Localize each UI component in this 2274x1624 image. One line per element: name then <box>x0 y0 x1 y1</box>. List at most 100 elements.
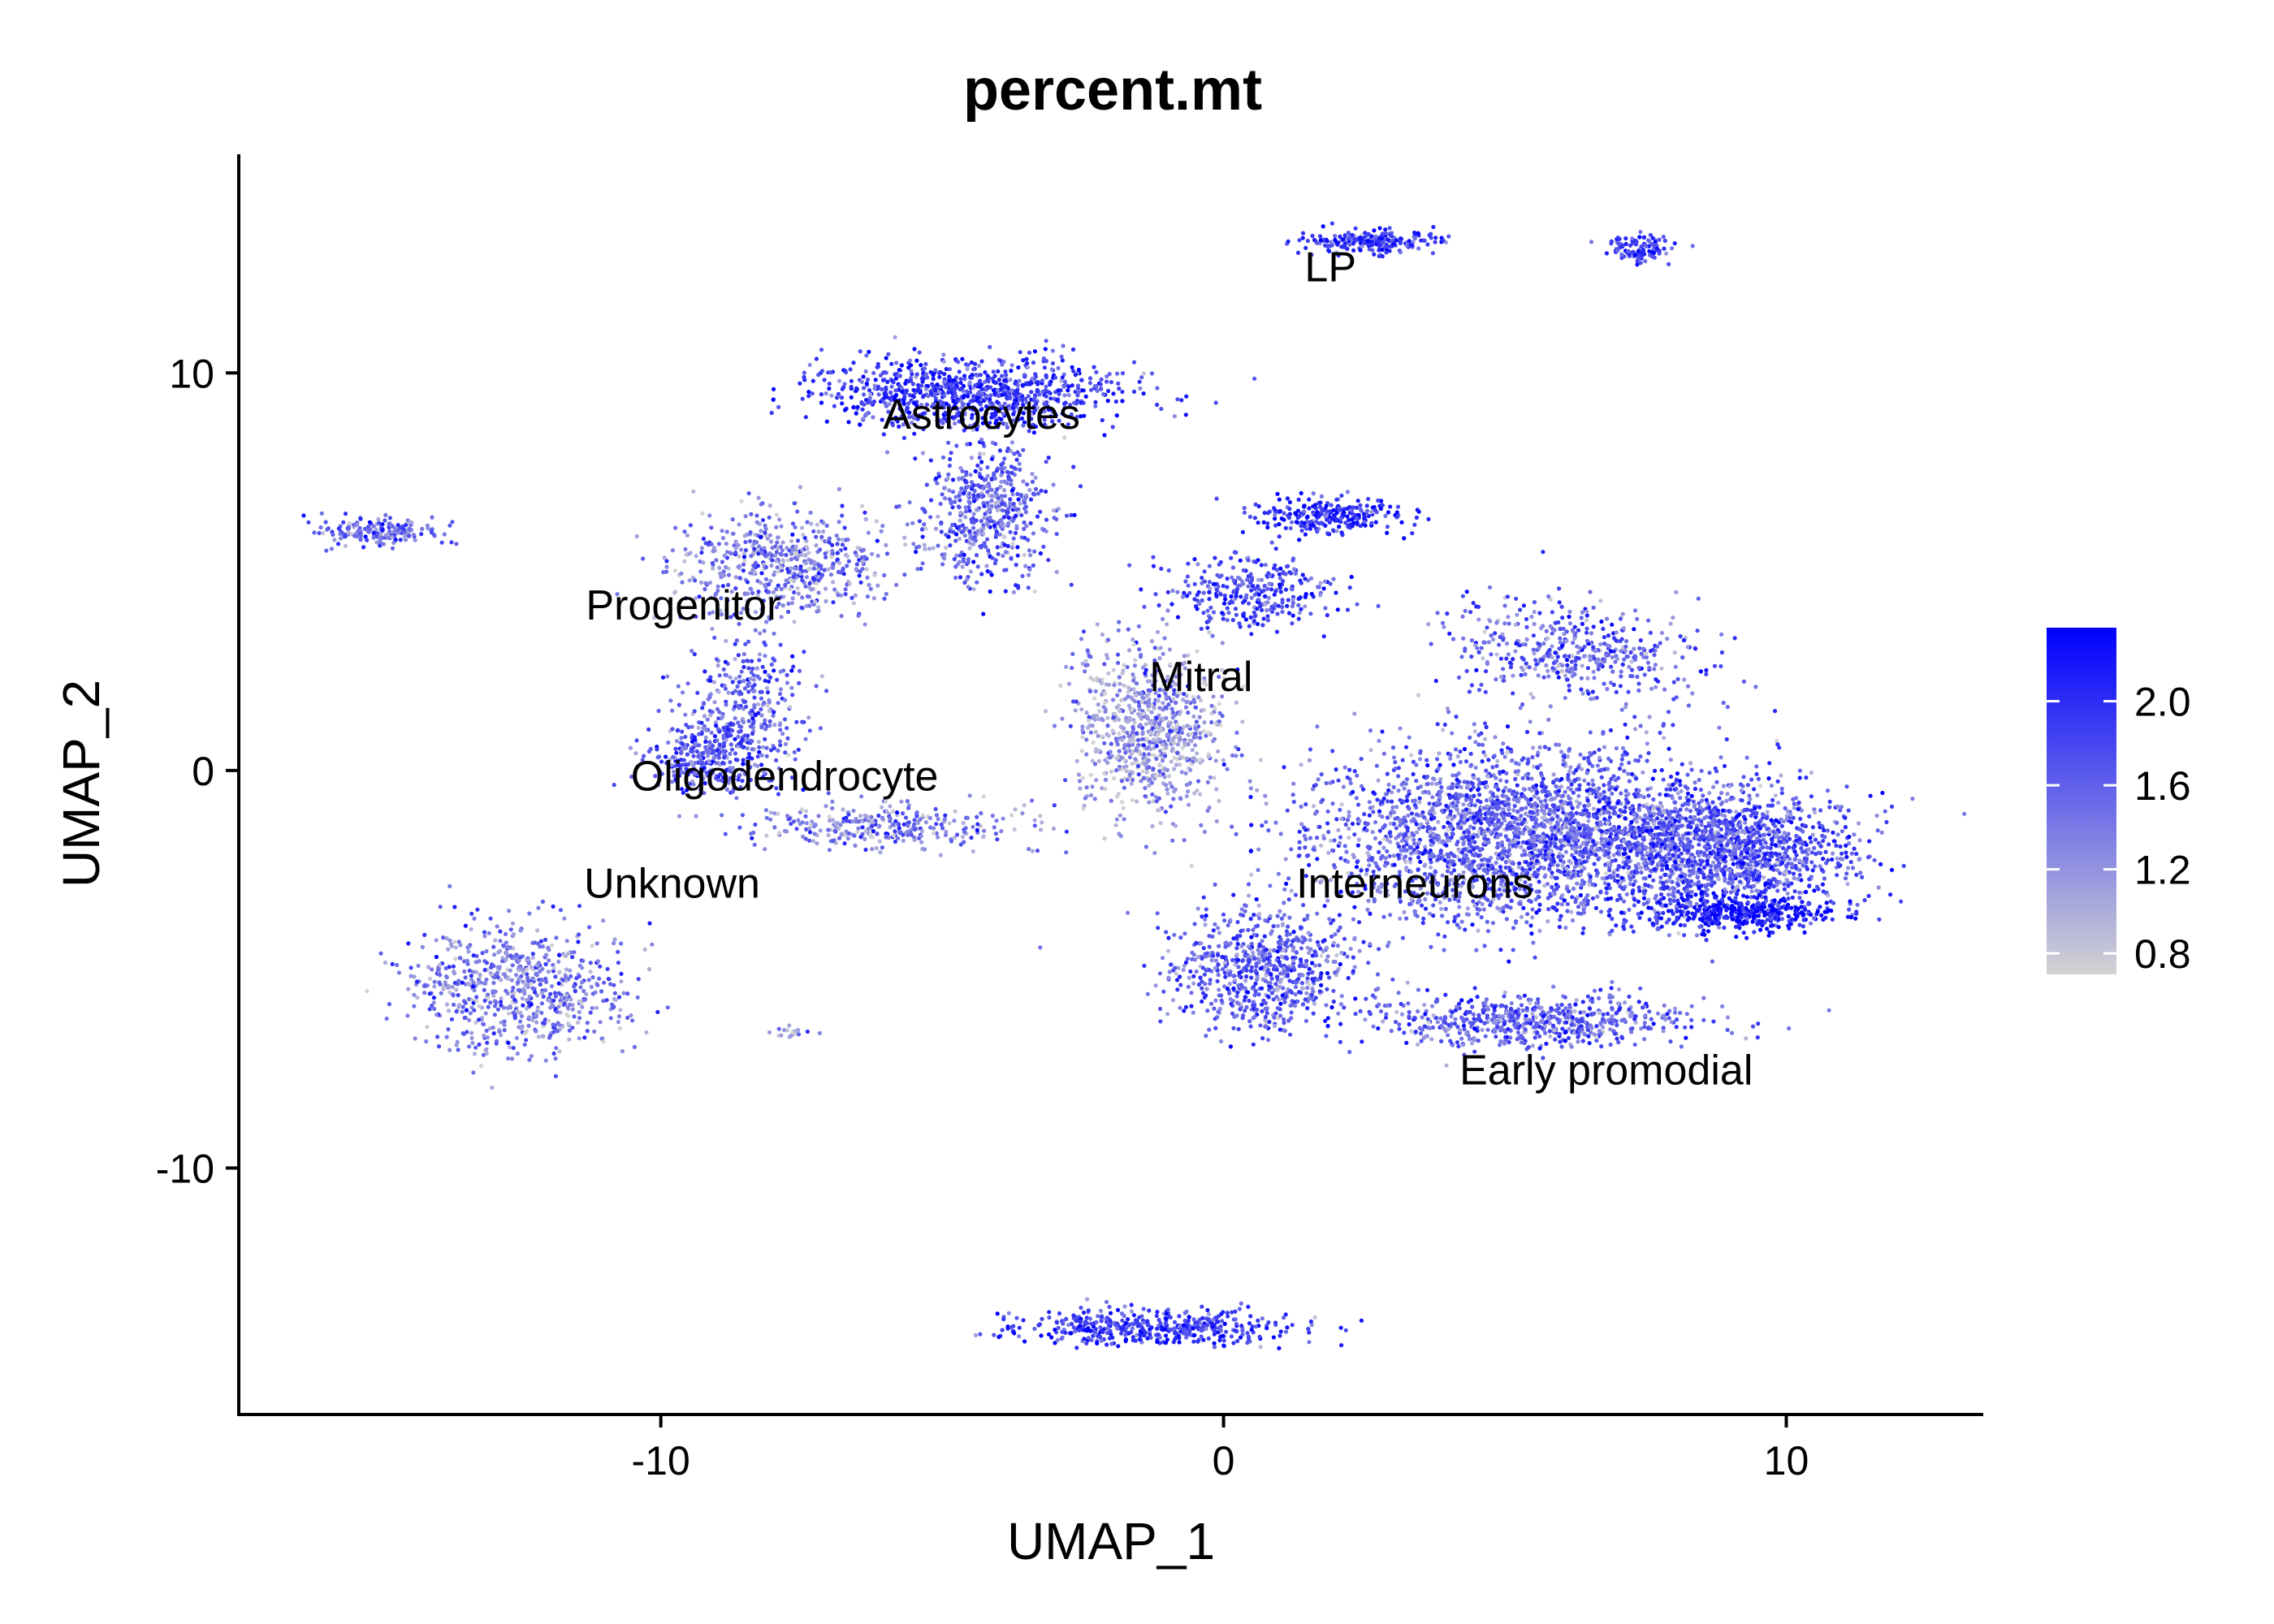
scatter-point <box>491 964 496 969</box>
scatter-point <box>1005 389 1010 394</box>
scatter-point <box>1079 413 1083 419</box>
scatter-point <box>899 414 904 419</box>
scatter-point <box>1143 785 1148 791</box>
scatter-point <box>1009 488 1014 493</box>
scatter-point <box>795 585 800 591</box>
scatter-point <box>717 565 722 571</box>
scatter-point <box>988 393 993 398</box>
scatter-point <box>1101 391 1106 397</box>
scatter-point <box>724 542 729 546</box>
scatter-point <box>469 926 473 931</box>
scatter-point <box>965 442 970 447</box>
scatter-point <box>1122 817 1126 822</box>
scatter-point <box>714 558 719 563</box>
scatter-point <box>1225 767 1230 771</box>
scatter-point <box>564 998 569 1003</box>
scatter-point <box>958 413 964 418</box>
scatter-point <box>831 600 836 605</box>
scatter-point <box>884 387 888 392</box>
scatter-point <box>811 529 816 534</box>
scatter-point <box>1116 628 1121 633</box>
scatter-point <box>784 552 789 558</box>
scatter-point <box>1132 663 1137 668</box>
scatter-point <box>1060 716 1065 721</box>
scatter-point <box>1647 248 1652 253</box>
scatter-point <box>564 974 568 979</box>
scatter-point <box>1651 251 1656 256</box>
scatter-point <box>765 552 770 557</box>
scatter-point <box>914 814 919 818</box>
scatter-point <box>636 977 641 982</box>
scatter-point <box>656 708 661 714</box>
scatter-point <box>395 962 400 967</box>
scatter-point <box>1062 379 1067 384</box>
scatter-point <box>541 1021 546 1026</box>
scatter-point <box>437 962 443 967</box>
scatter-point <box>519 1026 524 1030</box>
scatter-point <box>453 945 458 950</box>
scatter-point <box>456 992 460 998</box>
scatter-point <box>948 543 953 548</box>
scatter-point <box>888 816 893 821</box>
scatter-point <box>1084 737 1089 742</box>
scatter-point <box>1182 724 1187 729</box>
scatter-point <box>1122 785 1126 790</box>
scatter-point <box>664 564 669 569</box>
scatter-point <box>742 686 748 691</box>
scatter-point <box>764 745 769 750</box>
scatter-point <box>1130 797 1135 803</box>
scatter-point <box>846 831 851 836</box>
scatter-point <box>1120 737 1125 742</box>
scatter-point <box>508 953 513 958</box>
scatter-point <box>1106 733 1111 738</box>
scatter-point <box>1016 497 1021 502</box>
scatter-point <box>526 957 531 962</box>
scatter-point <box>800 578 805 583</box>
scatter-point <box>568 997 573 1002</box>
scatter-point <box>841 819 845 824</box>
scatter-point <box>763 654 767 659</box>
scatter-point <box>708 678 713 684</box>
scatter-point <box>728 551 734 556</box>
scatter-point <box>920 561 925 566</box>
scatter-point <box>518 928 523 933</box>
scatter-point <box>551 1022 556 1027</box>
scatter-point <box>380 542 385 546</box>
scatter-point <box>971 559 976 564</box>
scatter-point <box>522 991 527 996</box>
scatter-point <box>772 825 777 830</box>
scatter-point <box>1040 820 1044 825</box>
scatter-point <box>971 512 976 516</box>
scatter-point <box>1146 758 1152 762</box>
scatter-point <box>511 946 516 951</box>
scatter-point <box>1137 750 1143 755</box>
scatter-point <box>767 719 772 724</box>
scatter-point <box>774 525 779 530</box>
scatter-point <box>1357 236 1362 241</box>
scatter-point <box>1339 244 1344 249</box>
scatter-point <box>905 522 910 527</box>
scatter-point <box>566 1021 571 1026</box>
scatter-point <box>521 968 525 973</box>
scatter-point <box>835 551 840 555</box>
scatter-point <box>1136 624 1141 628</box>
scatter-point <box>997 532 1002 537</box>
scatter-point <box>1286 239 1290 244</box>
scatter-point <box>962 374 967 378</box>
scatter-point <box>562 916 567 921</box>
scatter-point <box>975 463 980 469</box>
scatter-point <box>753 713 759 718</box>
scatter-point <box>969 360 974 365</box>
scatter-point <box>524 1029 530 1034</box>
scatter-point <box>712 635 717 641</box>
scatter-point <box>629 1013 633 1018</box>
scatter-point <box>1300 235 1305 240</box>
scatter-point <box>953 538 958 543</box>
scatter-point <box>329 546 334 551</box>
scatter-point <box>889 384 894 389</box>
scatter-point <box>763 736 767 742</box>
scatter-point <box>447 938 452 943</box>
scatter-point <box>1202 720 1207 725</box>
scatter-point <box>1105 379 1109 384</box>
scatter-point <box>981 611 986 616</box>
